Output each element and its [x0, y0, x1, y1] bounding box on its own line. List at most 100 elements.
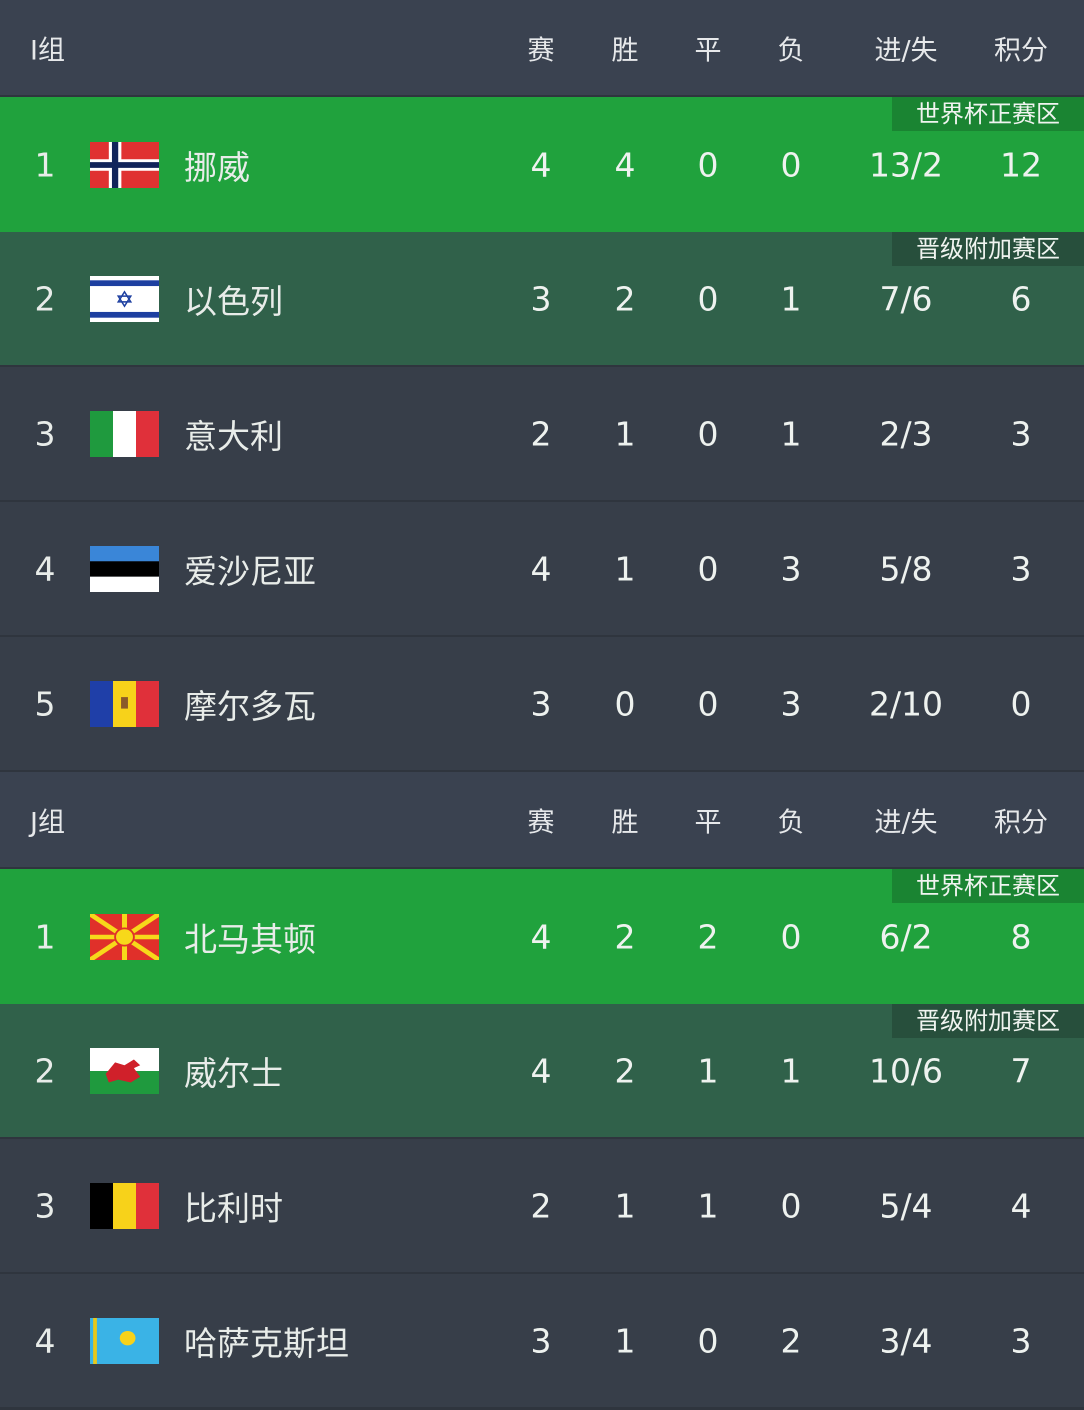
stat-goals: 2/10	[868, 684, 944, 723]
stat-goals: 5/8	[879, 549, 933, 588]
rank: 4	[34, 549, 56, 588]
stat-points: 3	[1010, 414, 1032, 453]
stat-won: 1	[614, 1321, 636, 1360]
stat-lost: 3	[780, 549, 802, 588]
team-name[interactable]: 挪威	[184, 147, 250, 187]
rank: 1	[34, 145, 56, 184]
stat-played: 4	[530, 549, 552, 588]
team-name[interactable]: 北马其顿	[184, 919, 316, 959]
stat-goals: 2/3	[879, 414, 933, 453]
italy-flag	[90, 410, 159, 457]
stat-drawn: 2	[697, 917, 719, 956]
kazakhstan-flag	[90, 1317, 159, 1364]
team-name[interactable]: 比利时	[184, 1188, 283, 1228]
wales-flag	[90, 1047, 159, 1094]
team-name[interactable]: 意大利	[184, 416, 283, 456]
team-row[interactable]: 世界杯正赛区 1 挪威 4 4 0 0 13/2 12	[0, 97, 1084, 232]
stat-lost: 0	[780, 917, 802, 956]
group-name: J组	[30, 807, 65, 838]
team-name[interactable]: 爱沙尼亚	[184, 551, 316, 591]
stat-points: 12	[1000, 145, 1042, 184]
stat-goals: 10/6	[868, 1051, 944, 1090]
stat-goals: 13/2	[868, 145, 944, 184]
moldova-flag	[90, 680, 159, 727]
column-header-drawn: 平	[694, 807, 722, 838]
stat-goals: 6/2	[879, 917, 933, 956]
rank: 2	[34, 1051, 56, 1090]
zone-badge: 世界杯正赛区	[892, 97, 1084, 131]
stat-lost: 1	[780, 414, 802, 453]
stat-drawn: 0	[697, 414, 719, 453]
north-macedonia-flag	[88, 911, 161, 962]
column-header-lost: 负	[777, 35, 805, 66]
rank: 4	[34, 1321, 56, 1360]
stat-goals: 7/6	[879, 279, 933, 318]
stat-played: 3	[530, 1321, 552, 1360]
zone-badge: 晋级附加赛区	[892, 1004, 1084, 1038]
stat-played: 4	[530, 1051, 552, 1090]
stat-drawn: 0	[697, 279, 719, 318]
group-header: I组 赛 胜 平 负 进/失 积分	[0, 0, 1084, 97]
stat-points: 0	[1010, 684, 1032, 723]
column-header-goals: 进/失	[874, 35, 938, 66]
stat-won: 1	[614, 414, 636, 453]
stat-points: 7	[1010, 1051, 1032, 1090]
estonia-flag	[90, 545, 159, 592]
column-header-drawn: 平	[694, 35, 722, 66]
stat-lost: 1	[780, 1051, 802, 1090]
group-header: J组 赛 胜 平 负 进/失 积分	[0, 772, 1084, 869]
stat-won: 2	[614, 917, 636, 956]
stat-won: 4	[614, 145, 636, 184]
team-row[interactable]: 3 意大利 2 1 0 1 2/3 3	[0, 367, 1084, 502]
norway-flag	[90, 141, 159, 188]
rank: 2	[34, 279, 56, 318]
rank: 3	[34, 414, 56, 453]
team-name[interactable]: 哈萨克斯坦	[184, 1323, 349, 1363]
stat-drawn: 0	[697, 1321, 719, 1360]
stat-drawn: 1	[697, 1051, 719, 1090]
stat-goals: 5/4	[879, 1186, 933, 1225]
team-row[interactable]: 4 爱沙尼亚 4 1 0 3 5/8 3	[0, 502, 1084, 637]
stat-drawn: 0	[697, 145, 719, 184]
belgium-flag	[90, 1182, 159, 1229]
stat-lost: 0	[780, 145, 802, 184]
rank: 1	[34, 917, 56, 956]
stat-points: 4	[1010, 1186, 1032, 1225]
team-row[interactable]: 晋级附加赛区 2 威尔士 4 2 1 1 10/6 7	[0, 1004, 1084, 1139]
team-row[interactable]: 晋级附加赛区 2 以色列 3 2 0 1 7/6 6	[0, 232, 1084, 367]
team-name[interactable]: 以色列	[184, 281, 283, 321]
stat-drawn: 0	[697, 684, 719, 723]
team-row[interactable]: 3 比利时 2 1 1 0 5/4 4	[0, 1139, 1084, 1274]
stat-goals: 3/4	[879, 1321, 933, 1360]
stat-played: 2	[530, 1186, 552, 1225]
israel-flag	[90, 275, 159, 322]
stat-played: 3	[530, 684, 552, 723]
column-header-won: 胜	[611, 807, 639, 838]
column-header-won: 胜	[611, 35, 639, 66]
team-row[interactable]: 5 摩尔多瓦 3 0 0 3 2/10 0	[0, 637, 1084, 772]
column-header-played: 赛	[527, 807, 555, 838]
stat-played: 2	[530, 414, 552, 453]
team-name[interactable]: 摩尔多瓦	[184, 686, 316, 726]
stat-points: 3	[1010, 549, 1032, 588]
stat-won: 1	[614, 549, 636, 588]
rank: 5	[34, 684, 56, 723]
stat-lost: 1	[780, 279, 802, 318]
column-header-lost: 负	[777, 807, 805, 838]
team-name[interactable]: 威尔士	[184, 1053, 283, 1093]
stat-played: 4	[530, 917, 552, 956]
column-header-played: 赛	[527, 35, 555, 66]
team-row[interactable]: 4 哈萨克斯坦 3 1 0 2 3/4 3	[0, 1274, 1084, 1409]
stat-drawn: 1	[697, 1186, 719, 1225]
stat-won: 0	[614, 684, 636, 723]
stat-lost: 0	[780, 1186, 802, 1225]
stat-played: 4	[530, 145, 552, 184]
stat-points: 8	[1010, 917, 1032, 956]
zone-badge: 晋级附加赛区	[892, 232, 1084, 266]
stat-lost: 3	[780, 684, 802, 723]
stat-won: 1	[614, 1186, 636, 1225]
stat-drawn: 0	[697, 549, 719, 588]
column-header-points: 积分	[994, 35, 1048, 66]
team-row[interactable]: 世界杯正赛区 1 北马其顿 4 2 2 0 6/2 8	[0, 869, 1084, 1004]
